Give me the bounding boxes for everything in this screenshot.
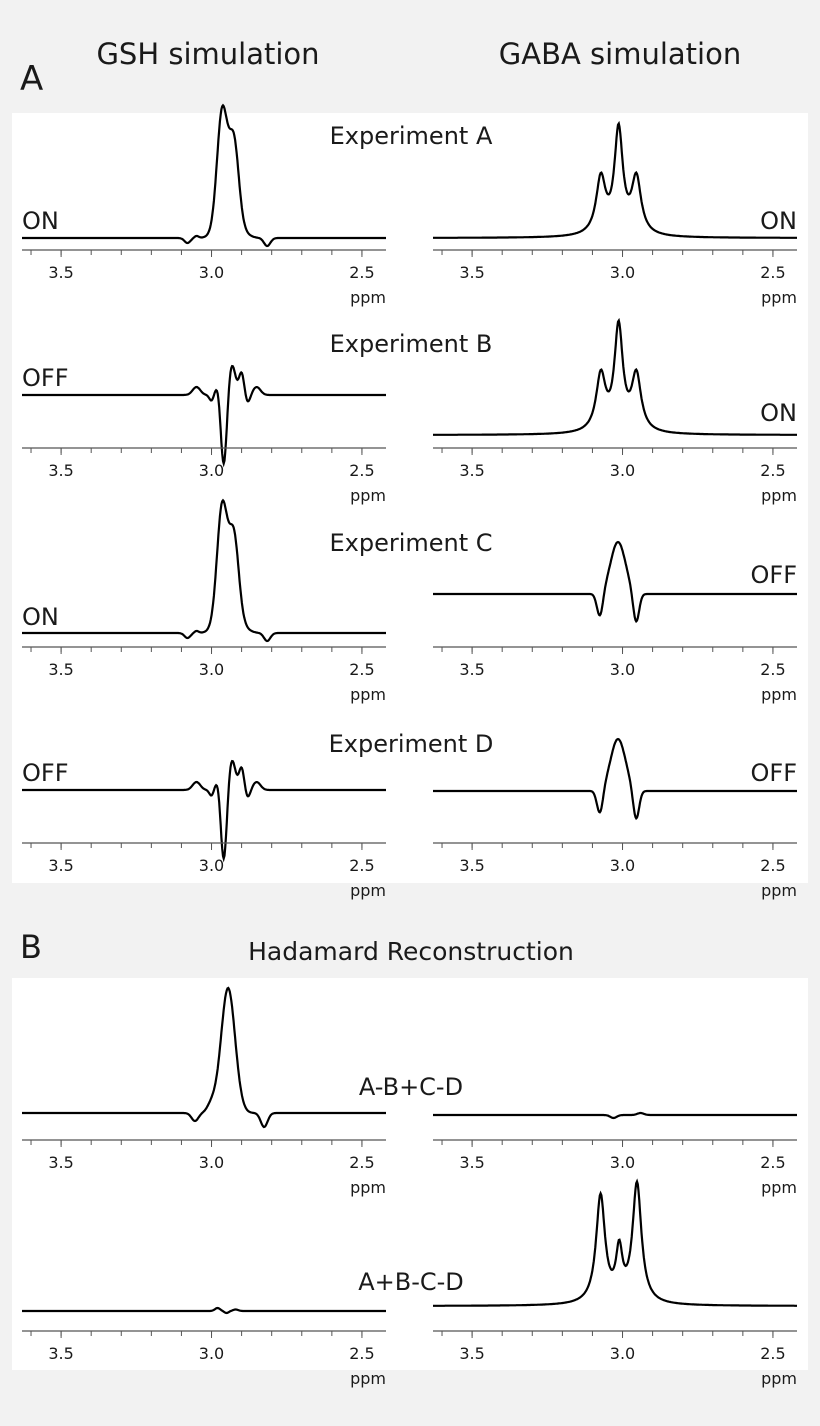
x-axis-unit: ppm: [761, 288, 797, 307]
x-tick-label: 2.5: [760, 1153, 785, 1172]
x-axis-unit: ppm: [350, 1369, 386, 1388]
x-tick-label: 3.0: [199, 1344, 224, 1363]
spectrum-line-4-gaba: [433, 737, 797, 821]
spectrum-line-1-gsh: [22, 103, 386, 248]
x-tick-label: 2.5: [349, 461, 374, 480]
spectrum-line-6-gaba: [433, 1178, 797, 1307]
x-axis-unit: ppm: [350, 881, 386, 900]
spectrum-line-3-gsh: [22, 498, 386, 643]
experiment-title-c: Experiment C: [329, 529, 492, 557]
x-axis-unit: ppm: [761, 881, 797, 900]
experiment-title-a: Experiment A: [330, 122, 493, 150]
x-tick-label: 3.0: [610, 461, 635, 480]
section-b-title: Hadamard Reconstruction: [248, 937, 574, 966]
x-tick-label: 2.5: [349, 263, 374, 282]
x-tick-label: 3.5: [459, 1344, 484, 1363]
x-tick-label: 2.5: [349, 660, 374, 679]
x-tick-label: 3.0: [610, 1153, 635, 1172]
spectrum-line-2-gsh: [22, 364, 386, 468]
plots-group: 3.5 3.0 2.5 ppm 3.5 3.0 2.5 ppm 3.5 3.0 2.5 ppm 3.5 3…: [22, 103, 797, 1388]
x-tick-label: 3.0: [199, 263, 224, 282]
section-a-label: A: [20, 59, 43, 99]
x-tick-label: 3.5: [459, 1153, 484, 1172]
section-a-background: [12, 113, 808, 883]
x-tick-label: 3.0: [199, 1153, 224, 1172]
spectrum-line-2-gaba: [433, 317, 797, 436]
x-axis-unit: ppm: [761, 1369, 797, 1388]
x-tick-label: 2.5: [349, 856, 374, 875]
x-axis-unit: ppm: [761, 1178, 797, 1197]
x-tick-label: 3.0: [610, 660, 635, 679]
x-tick-label: 3.0: [610, 263, 635, 282]
x-tick-label: 2.5: [760, 856, 785, 875]
spectrum-line-5-gsh: [22, 986, 386, 1129]
x-tick-label: 2.5: [760, 1344, 785, 1363]
column-title-gsh: GSH simulation: [96, 37, 319, 71]
x-tick-label: 3.5: [48, 660, 73, 679]
x-tick-label: 3.5: [48, 263, 73, 282]
x-tick-label: 2.5: [760, 461, 785, 480]
label-c-gaba: OFF: [751, 561, 798, 589]
x-tick-label: 3.0: [199, 461, 224, 480]
x-axis-unit: ppm: [761, 486, 797, 505]
label-a-gsh: ON: [22, 207, 59, 235]
spectrum-line-3-gaba: [433, 540, 797, 624]
label-b-gsh: OFF: [22, 364, 69, 392]
spectrum-line-4-gsh: [22, 759, 386, 863]
label-b-gaba: ON: [760, 399, 797, 427]
x-tick-label: 3.5: [48, 856, 73, 875]
x-tick-label: 2.5: [349, 1344, 374, 1363]
x-axis-unit: ppm: [350, 486, 386, 505]
x-tick-label: 3.5: [459, 660, 484, 679]
section-b-label: B: [20, 928, 42, 966]
x-tick-label: 3.5: [459, 263, 484, 282]
x-tick-label: 3.5: [48, 461, 73, 480]
x-tick-label: 2.5: [760, 660, 785, 679]
recon-title-2: A+B-C-D: [358, 1268, 464, 1296]
section-b-background: [12, 978, 808, 1370]
label-a-gaba: ON: [760, 207, 797, 235]
x-axis-unit: ppm: [350, 288, 386, 307]
x-tick-label: 3.0: [199, 660, 224, 679]
spectrum-line-5-gaba: [433, 1111, 797, 1120]
recon-title-1: A-B+C-D: [359, 1073, 463, 1101]
label-d-gsh: OFF: [22, 759, 69, 787]
x-tick-label: 3.5: [459, 856, 484, 875]
x-tick-label: 3.5: [48, 1344, 73, 1363]
x-tick-label: 2.5: [349, 1153, 374, 1172]
x-tick-label: 3.0: [610, 1344, 635, 1363]
label-c-gsh: ON: [22, 603, 59, 631]
x-axis-unit: ppm: [350, 685, 386, 704]
x-axis-unit: ppm: [350, 1178, 386, 1197]
x-tick-label: 3.5: [459, 461, 484, 480]
spectrum-line-1-gaba: [433, 120, 797, 239]
x-tick-label: 3.0: [199, 856, 224, 875]
experiment-title-d: Experiment D: [329, 730, 494, 758]
experiment-title-b: Experiment B: [330, 330, 493, 358]
column-title-gaba: GABA simulation: [499, 37, 741, 71]
x-tick-label: 3.0: [610, 856, 635, 875]
x-tick-label: 2.5: [760, 263, 785, 282]
spectrum-line-6-gsh: [22, 1306, 386, 1315]
label-d-gaba: OFF: [751, 759, 798, 787]
x-tick-label: 3.5: [48, 1153, 73, 1172]
x-axis-unit: ppm: [761, 685, 797, 704]
